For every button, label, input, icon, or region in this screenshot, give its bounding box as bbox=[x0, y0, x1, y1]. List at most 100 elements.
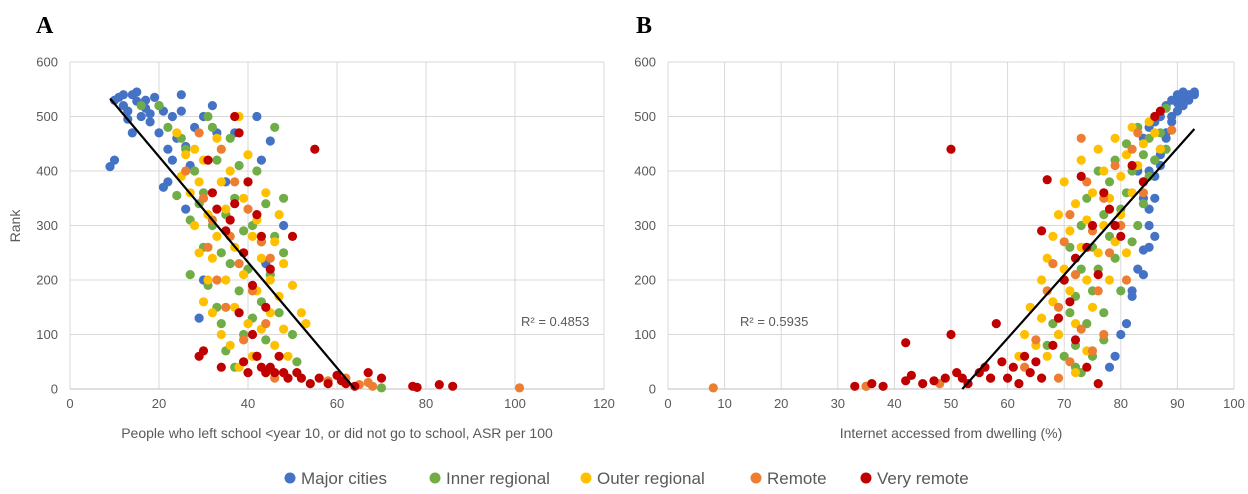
point-outer-regional bbox=[1116, 171, 1126, 181]
legend-item-major-cities: Major cities bbox=[284, 469, 387, 488]
legend-marker-very-remote bbox=[860, 472, 872, 484]
point-remote bbox=[234, 259, 244, 269]
point-very-remote bbox=[234, 128, 244, 138]
point-outer-regional bbox=[1053, 329, 1064, 340]
point-inner-regional bbox=[270, 122, 280, 132]
point-remote bbox=[368, 381, 378, 391]
point-outer-regional bbox=[1037, 313, 1047, 323]
point-very-remote bbox=[1014, 379, 1024, 389]
point-inner-regional bbox=[172, 190, 182, 201]
point-outer-regional bbox=[270, 340, 280, 350]
legend-item-outer-regional: Outer regional bbox=[580, 469, 705, 488]
y-tick-label: 500 bbox=[634, 109, 656, 124]
point-very-remote bbox=[252, 351, 262, 361]
point-inner-regional bbox=[1104, 177, 1115, 187]
point-major-cities bbox=[1150, 231, 1160, 241]
point-very-remote bbox=[1070, 335, 1081, 345]
point-very-remote bbox=[252, 210, 262, 220]
point-major-cities bbox=[1150, 193, 1160, 203]
point-inner-regional bbox=[292, 357, 302, 367]
point-outer-regional bbox=[1093, 248, 1103, 258]
point-major-cities bbox=[1116, 329, 1126, 340]
point-outer-regional bbox=[181, 150, 191, 160]
point-outer-regional bbox=[221, 204, 231, 214]
point-inner-regional bbox=[239, 226, 249, 236]
panel-b-points bbox=[708, 87, 1199, 393]
point-outer-regional bbox=[256, 253, 266, 263]
point-major-cities bbox=[1189, 87, 1199, 97]
point-outer-regional bbox=[1070, 199, 1081, 209]
point-very-remote bbox=[239, 357, 249, 367]
point-remote bbox=[1053, 373, 1064, 383]
point-very-remote bbox=[1008, 362, 1018, 372]
point-outer-regional bbox=[1116, 210, 1126, 220]
point-very-remote bbox=[1048, 340, 1058, 350]
point-remote bbox=[230, 177, 240, 187]
point-inner-regional bbox=[1059, 351, 1069, 361]
point-very-remote bbox=[1065, 297, 1075, 307]
point-major-cities bbox=[1127, 291, 1137, 301]
point-very-remote bbox=[207, 188, 217, 198]
point-very-remote bbox=[901, 376, 911, 386]
y-tick-label: 100 bbox=[36, 327, 58, 342]
x-tick-label: 80 bbox=[1114, 396, 1128, 411]
point-outer-regional bbox=[198, 297, 209, 307]
point-outer-regional bbox=[270, 237, 280, 247]
point-very-remote bbox=[1003, 373, 1013, 383]
point-major-cities bbox=[1172, 106, 1182, 116]
point-major-cities bbox=[256, 155, 266, 165]
point-very-remote bbox=[350, 381, 360, 391]
point-very-remote bbox=[412, 382, 422, 392]
point-major-cities bbox=[123, 106, 133, 116]
point-major-cities bbox=[1184, 95, 1194, 105]
point-outer-regional bbox=[283, 351, 293, 361]
point-outer-regional bbox=[1048, 231, 1058, 241]
point-very-remote bbox=[1093, 270, 1103, 280]
point-very-remote bbox=[957, 373, 967, 383]
point-very-remote bbox=[946, 329, 956, 340]
point-very-remote bbox=[243, 177, 253, 187]
point-major-cities bbox=[207, 101, 217, 111]
x-tick-label: 0 bbox=[664, 396, 671, 411]
point-major-cities bbox=[1144, 242, 1154, 252]
point-remote bbox=[194, 128, 204, 138]
point-very-remote bbox=[323, 379, 333, 389]
y-tick-label: 400 bbox=[634, 164, 656, 179]
point-major-cities bbox=[145, 117, 155, 127]
point-outer-regional bbox=[274, 210, 284, 220]
point-outer-regional bbox=[221, 275, 231, 285]
legend-label-outer-regional: Outer regional bbox=[597, 469, 705, 488]
panel-b-ticks: 0 10 20 30 40 50 60 70 80 90 100 0 100 200 300 400 500 60… bbox=[634, 55, 1245, 412]
point-major-cities bbox=[1121, 319, 1132, 329]
point-inner-regional bbox=[216, 248, 226, 258]
point-very-remote bbox=[991, 319, 1001, 329]
panel-a-y-axis-label: Rank bbox=[7, 209, 23, 243]
point-outer-regional bbox=[1099, 166, 1109, 176]
point-very-remote bbox=[448, 381, 458, 391]
point-outer-regional bbox=[1070, 319, 1081, 329]
point-outer-regional bbox=[1104, 275, 1115, 285]
point-remote bbox=[1059, 237, 1069, 247]
point-very-remote bbox=[850, 381, 860, 391]
point-inner-regional bbox=[261, 199, 271, 209]
point-outer-regional bbox=[1053, 210, 1064, 220]
panel-letter-b: B bbox=[636, 13, 652, 39]
point-inner-regional bbox=[1099, 308, 1109, 318]
panel-a-gridlines bbox=[69, 61, 605, 390]
panel-a-x-axis-label: People who left school <year 10, or did … bbox=[121, 425, 553, 441]
legend-label-major-cities: Major cities bbox=[301, 469, 387, 488]
point-very-remote bbox=[1031, 357, 1041, 367]
point-very-remote bbox=[1082, 362, 1092, 372]
point-major-cities bbox=[132, 87, 142, 97]
point-outer-regional bbox=[279, 259, 289, 269]
legend-label-remote: Remote bbox=[767, 469, 827, 488]
x-tick-label: 120 bbox=[593, 396, 615, 411]
point-remote bbox=[1133, 128, 1143, 138]
point-outer-regional bbox=[1155, 144, 1165, 154]
point-inner-regional bbox=[154, 101, 164, 111]
legend-label-inner-regional: Inner regional bbox=[446, 469, 550, 488]
point-outer-regional bbox=[1065, 286, 1075, 296]
point-outer-regional bbox=[216, 329, 226, 340]
x-tick-label: 90 bbox=[1170, 396, 1184, 411]
point-inner-regional bbox=[1065, 308, 1075, 318]
